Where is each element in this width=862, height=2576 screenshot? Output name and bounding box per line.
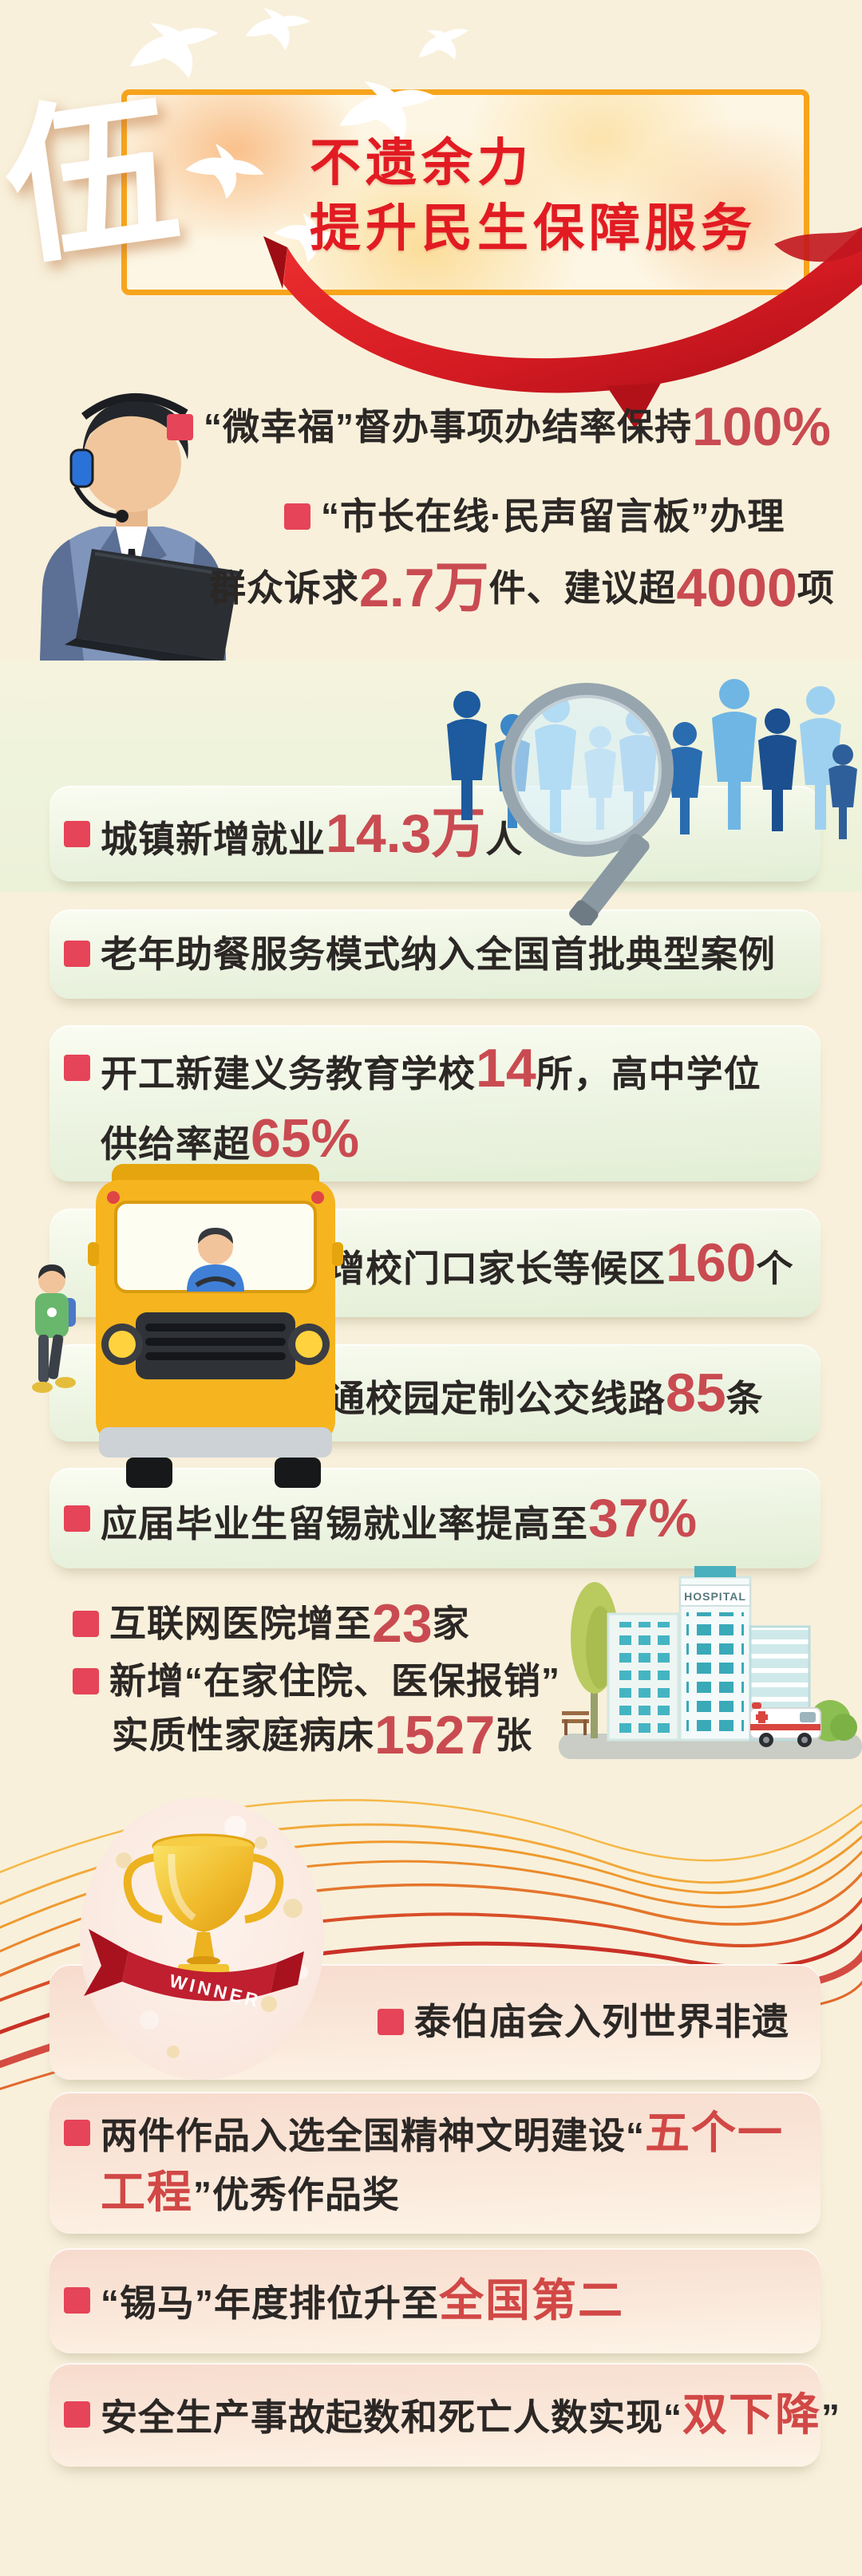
bullet-square-icon [73,1610,99,1637]
stat-card-taibo-temple-fair: 泰伯庙会入列世界非遗 [49,1964,820,2080]
bullet-square-icon [378,2008,404,2035]
bullet-square-icon [64,820,90,847]
stat-card-elderly-meals: 老年助餐服务模式纳入全国首批典型案例 [49,909,820,999]
stat-text: 城镇新增就业 [101,818,326,860]
stat-text: 两件作品入选全国精神文明建设“ [101,2114,645,2156]
bullet-square-icon [64,1055,90,1082]
stat-card-five-one-project: 两件作品入选全国精神文明建设“ 五个一 工程 ”优秀作品奖 [49,2092,820,2234]
tree-icon [571,1582,619,1738]
stat-number: 14 [476,1037,536,1099]
stat-card-work-safety: 安全生产事故起数和死亡人数实现“ 双下降 ” [49,2363,840,2467]
stat-line-home-hospitalization: 新增“在家住院、医保报销” [73,1651,560,1711]
stat-text: 项 [797,566,835,609]
stat-phrase: 全国第二 [439,2274,624,2326]
stat-line-mayor-online: “市长在线·民声留言板”办理 [284,484,785,548]
stat-text: 家 [432,1602,470,1644]
bullet-square-icon [64,2287,90,2314]
ambulance-icon [749,1702,821,1747]
stat-card-campus-bus: 开通校园定制公交线路 85 条 [49,1344,820,1442]
stat-number: 37% [588,1487,698,1548]
stat-text: 开工新建义务教育学校 [101,1052,476,1095]
school-bus-icon [32,1164,343,1488]
stat-text: 供给率超 [101,1123,251,1165]
stat-number: 160 [666,1232,757,1293]
stat-text: 个 [756,1247,794,1289]
title-box [121,89,809,295]
bullet-square-icon [64,2120,90,2147]
stat-line-family-beds: 实质性家庭病床 1527 张 [112,1705,532,1765]
stat-card-wuxi-marathon: “锡马”年度排位升至 全国第二 [49,2248,820,2353]
stat-line-internet-hospitals: 互联网医院增至 23 家 [73,1593,470,1654]
stat-phrase: 双下降 [682,2389,821,2440]
stat-number: 14.3万 [326,803,486,864]
stat-text: “微幸福”督办事项办结率保持 [204,405,692,448]
stat-card-new-schools: 开工新建义务教育学校 14 所，高中学位 供给率超 65% [49,1025,820,1181]
bullet-square-icon [64,1505,90,1532]
bullet-square-icon [284,503,310,530]
page-title-line2: 提升民生保障服务 [310,199,757,257]
stat-text: “市长在线·民声留言板”办理 [321,495,785,537]
bush-icon [809,1700,857,1742]
stat-number: 85 [666,1362,726,1423]
hospital-building-icon: HOSPITAL [559,1566,862,1759]
stat-number: 65% [251,1108,360,1169]
page-title-line1: 不遗余力 [310,134,533,191]
bullet-square-icon [64,2401,90,2428]
stat-text: 应届毕业生留锡就业率提高至 [101,1502,588,1544]
bullet-square-icon [254,1249,280,1276]
stat-text: 件、建议超 [488,566,677,609]
stat-text: ” [821,2396,840,2438]
hospital-sign-text: HOSPITAL [684,1590,746,1603]
stat-card-parent-waiting-areas: 新增校门口家长等候区 160 个 [49,1209,820,1317]
bullet-square-icon [254,1379,280,1406]
stat-number: 100% [692,396,831,457]
stat-text: 新增“在家住院、医保报销” [109,1659,560,1702]
stat-text: 实质性家庭病床 [112,1714,374,1756]
stat-card-graduate-retention: 应届毕业生留锡就业率提高至 37% [49,1468,820,1568]
stat-phrase: 五个一 [645,2107,784,2158]
stat-text: 群众诉求 [209,566,359,609]
chapter-numeral: 伍 [0,74,188,286]
stat-text: 条 [726,1377,764,1419]
stat-text: ”优秀作品奖 [193,2174,400,2215]
stat-number: 23 [372,1592,433,1654]
bullet-square-icon [64,941,90,968]
stat-text: 互联网医院增至 [109,1602,372,1644]
stat-text: 新增校门口家长等候区 [291,1247,666,1289]
stat-number: 1527 [374,1704,496,1765]
stat-text: 安全生产事故起数和死亡人数实现“ [101,2396,682,2438]
bullet-square-icon [167,413,193,440]
stat-text: “锡马”年度排位升至 [101,2282,439,2324]
stat-number: 4000 [676,557,797,618]
stat-text: 所，高中学位 [536,1052,761,1095]
stat-phrase: 工程 [101,2167,193,2217]
bullet-square-icon [73,1667,99,1694]
stat-text: 人 [485,818,524,860]
stat-text: 老年助餐服务模式纳入全国首批典型案例 [101,933,776,975]
stat-text: 泰伯庙会入列世界非遗 [414,2001,789,2043]
bench-icon [562,1711,589,1735]
stat-text: 开通校园定制公交线路 [291,1377,666,1419]
stat-text: 张 [495,1714,533,1756]
stat-card-urban-employment: 城镇新增就业 14.3万 人 [49,786,820,882]
stat-line-appeals: 群众诉求 2.7万 件、建议超 4000 项 [209,556,835,620]
stat-line-weixingfu: “微幸福”督办事项办结率保持 100% [167,395,831,459]
stat-number: 2.7万 [359,557,489,618]
